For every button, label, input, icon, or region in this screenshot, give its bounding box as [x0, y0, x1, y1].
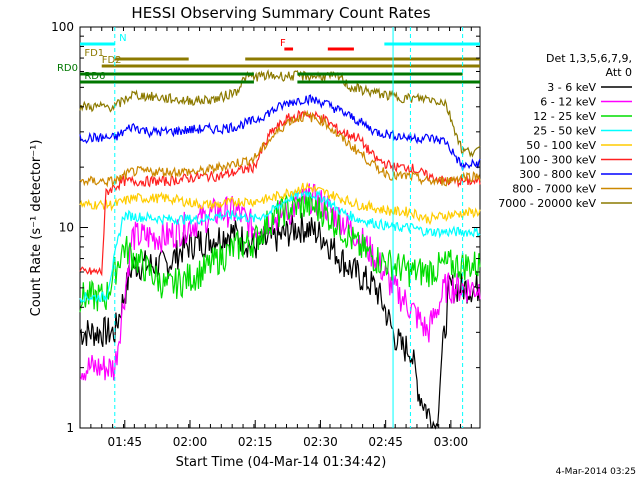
legend-label: 300 - 800 keV: [519, 168, 596, 181]
legend: Det 1,3,5,6,7,9, Att 0 3 - 6 keV 6 - 12 k…: [498, 52, 632, 210]
legend-label: 7000 - 20000 keV: [498, 197, 596, 210]
legend-label: 100 - 300 keV: [519, 154, 596, 167]
flag-bar-label: RD6: [84, 71, 105, 82]
axis-layer: 1 10 100 01:45 02:00 02:15 02:30 02:45 03:00: [51, 20, 480, 449]
series-line-8: [79, 68, 481, 158]
x-tick-label: 02:30: [303, 435, 338, 449]
legend-label: 25 - 50 keV: [533, 125, 596, 138]
series-layer: [79, 68, 481, 430]
x-axis-label: Start Time (04-Mar-14 01:34:42): [176, 455, 387, 470]
y-tick-label: 10: [59, 221, 74, 235]
legend-label: 12 - 25 keV: [533, 110, 596, 123]
flag-bar-label: FD2: [102, 55, 122, 66]
series-line-1: [79, 183, 481, 381]
x-tick-label: 02:45: [368, 435, 403, 449]
legend-label: 50 - 100 keV: [526, 139, 596, 152]
footer-date: 4-Mar-2014 03:25: [556, 467, 636, 477]
legend-header-line: Det 1,3,5,6,7,9,: [546, 52, 632, 65]
x-tick-label: 03:00: [434, 435, 469, 449]
series-line-0: [79, 212, 481, 430]
series-line-6: [79, 94, 481, 171]
y-tick-label: 1: [66, 421, 74, 435]
legend-label: 3 - 6 keV: [547, 81, 596, 94]
legend-label: 6 - 12 keV: [540, 96, 596, 109]
series-line-5: [79, 109, 481, 277]
series-line-4: [79, 181, 481, 226]
legend-header-line: Att 0: [606, 66, 632, 79]
series-line-3: [79, 189, 481, 304]
y-axis-label: Count Rate (s⁻¹ detector⁻¹): [29, 140, 44, 317]
series-line-7: [79, 109, 481, 188]
chart-title: HESSI Observing Summary Count Rates: [131, 4, 430, 22]
flag-bar-label: F: [280, 38, 286, 49]
flag-bar-label: N: [119, 33, 126, 44]
y-tick-label: 100: [51, 20, 74, 34]
x-tick-label: 02:15: [238, 435, 273, 449]
flag-bar-label: FD1: [84, 48, 104, 59]
flag-bar-label: RD0: [57, 63, 78, 74]
x-tick-label: 01:45: [107, 435, 142, 449]
legend-label: 800 - 7000 keV: [512, 183, 596, 196]
series-line-2: [79, 192, 481, 313]
x-tick-label: 02:00: [173, 435, 208, 449]
